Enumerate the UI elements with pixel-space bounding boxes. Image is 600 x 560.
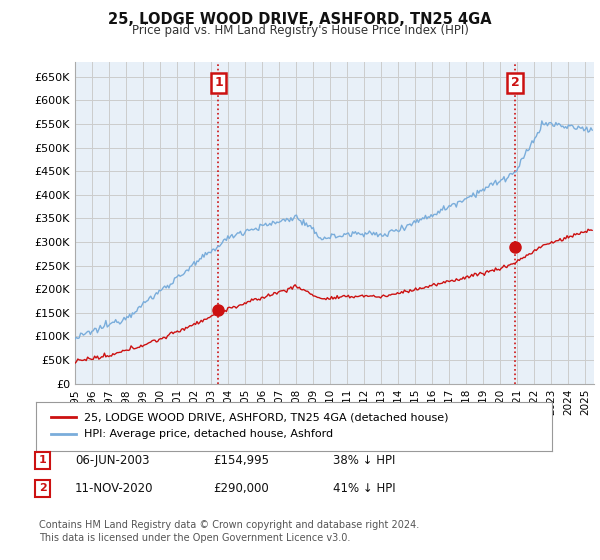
Legend: 25, LODGE WOOD DRIVE, ASHFORD, TN25 4GA (detached house), HPI: Average price, de: 25, LODGE WOOD DRIVE, ASHFORD, TN25 4GA … — [47, 408, 454, 444]
Text: 2: 2 — [511, 76, 520, 89]
Text: Price paid vs. HM Land Registry's House Price Index (HPI): Price paid vs. HM Land Registry's House … — [131, 24, 469, 36]
Text: £290,000: £290,000 — [213, 482, 269, 495]
Text: 38% ↓ HPI: 38% ↓ HPI — [333, 454, 395, 467]
Text: 2: 2 — [39, 483, 47, 493]
Text: 11-NOV-2020: 11-NOV-2020 — [75, 482, 154, 495]
Text: 06-JUN-2003: 06-JUN-2003 — [75, 454, 149, 467]
Text: 25, LODGE WOOD DRIVE, ASHFORD, TN25 4GA: 25, LODGE WOOD DRIVE, ASHFORD, TN25 4GA — [108, 12, 492, 27]
Text: 41% ↓ HPI: 41% ↓ HPI — [333, 482, 395, 495]
Text: £154,995: £154,995 — [213, 454, 269, 467]
Text: 1: 1 — [39, 455, 47, 465]
Text: Contains HM Land Registry data © Crown copyright and database right 2024.
This d: Contains HM Land Registry data © Crown c… — [39, 520, 419, 543]
Text: 1: 1 — [214, 76, 223, 89]
